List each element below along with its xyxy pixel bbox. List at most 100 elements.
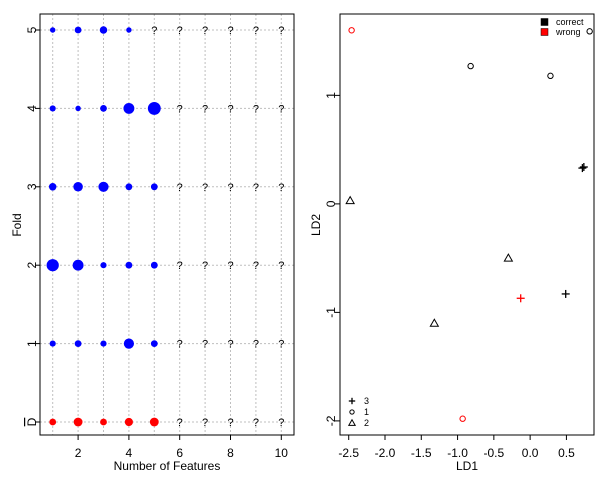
legend-wrong-swatch (540, 28, 549, 36)
fold-3-feature-8-unknown-mark: ? (227, 182, 233, 194)
fold-1-feature-7-unknown-mark: ? (202, 339, 208, 351)
right-axes: -2.5 -2.0 -1.5 -1.0 -0.5 0.0 0.5 -2 -1 0 1 (324, 92, 575, 460)
fold-3-feature-5-dot (150, 183, 158, 191)
fold-4-feature-9-unknown-mark: ? (253, 103, 259, 115)
left-marks: ??????????????????????????????? (46, 25, 284, 429)
fold-2-feature-5-dot (150, 261, 158, 269)
legend-class-3-label: 3 (364, 396, 369, 406)
fold-4-feature-5-dot (147, 101, 161, 115)
fold-D-feature-9-unknown-mark: ? (253, 417, 259, 429)
ld-point-class-1 (467, 62, 474, 70)
ld-point-class-3 (561, 289, 570, 298)
fold-2-feature-2-dot (72, 259, 84, 271)
fold-5-feature-9-unknown-mark: ? (253, 25, 259, 37)
legend-wrong-label: wrong (555, 27, 581, 37)
legend-class-2-label: 2 (364, 418, 369, 428)
legend-class-3-symbol (348, 397, 356, 405)
fold-5-feature-8-unknown-mark: ? (227, 25, 233, 37)
fold-D-feature-1-dot (49, 418, 57, 426)
left-y-tick-label: 5 (25, 26, 39, 33)
right-y-tick-label: -1 (324, 307, 338, 318)
left-axes: 2 4 6 8 10 D 1 2 3 4 5 (25, 26, 288, 460)
fold-4-feature-7-unknown-mark: ? (202, 103, 208, 115)
right-x-tick-label: 0.5 (558, 446, 575, 460)
left-x-tick-label: 10 (275, 446, 289, 460)
left-x-tick-label: 6 (176, 446, 183, 460)
fold-4-feature-4-dot (123, 102, 135, 114)
right-marks (345, 27, 593, 422)
right-x-tick-label: -1.5 (411, 446, 432, 460)
fold-D-feature-6-unknown-mark: ? (177, 417, 183, 429)
ld-point-class-2 (503, 253, 514, 262)
ld-point-class-3 (516, 294, 525, 303)
fold-2-feature-3-dot (100, 262, 107, 269)
fold-3-feature-6-unknown-mark: ? (177, 182, 183, 194)
legend-class-1-label: 1 (364, 407, 369, 417)
fold-2-feature-10-unknown-mark: ? (278, 260, 284, 272)
ld-point-class-3 (579, 162, 588, 171)
ld-point-class-1 (586, 28, 593, 35)
right-y-tick-label: 1 (324, 92, 338, 99)
left-plot-frame (39, 13, 295, 436)
fold-1-feature-2-dot (74, 340, 82, 347)
fold-4-feature-2-dot (75, 105, 81, 112)
fold-3-feature-10-unknown-mark: ? (278, 182, 284, 194)
fold-1-feature-10-unknown-mark: ? (278, 339, 284, 351)
right-x-tick-label: -1.0 (447, 446, 468, 460)
fold-D-feature-2-dot (73, 417, 83, 427)
legend-class-1-symbol (349, 409, 355, 415)
left-y-axis-title: Fold (10, 213, 24, 236)
left-x-tick-label: 8 (227, 446, 234, 460)
fold-3-feature-4-dot (125, 183, 133, 191)
legend-correct-label: correct (556, 17, 584, 27)
fold-5-feature-10-unknown-mark: ? (278, 25, 284, 37)
left-y-tick-label: 1 (25, 340, 39, 347)
ld-panel: -2.5 -2.0 -1.5 -1.0 -0.5 0.0 0.5-2-101 312corr… (309, 13, 595, 473)
fold-1-feature-3-dot (100, 340, 107, 347)
fold-1-feature-6-unknown-mark: ? (177, 339, 183, 351)
fold-D-feature-4-dot (124, 417, 133, 427)
fold-5-feature-7-unknown-mark: ? (202, 25, 208, 37)
left-y-tick-label: D (25, 417, 39, 426)
ld-point-class-2 (345, 195, 356, 205)
left-x-tick-label: 2 (75, 446, 82, 460)
legend-correct-swatch (540, 18, 549, 26)
feature-fold-panel: ??????????????????????????????? 2 4 6 8 10 D 1… (10, 13, 295, 473)
fold-1-feature-9-unknown-mark: ? (253, 339, 259, 351)
left-x-axis-title: Number of Features (114, 459, 221, 473)
fold-5-feature-2-dot (74, 26, 82, 34)
fold-4-feature-10-unknown-mark: ? (278, 103, 284, 115)
right-y-tick-label: -2 (324, 415, 338, 426)
fold-5-feature-5-unknown-mark: ? (151, 25, 157, 37)
fold-3-feature-2-dot (73, 182, 83, 192)
right-y-tick-label: 0 (324, 200, 338, 207)
fold-2-feature-9-unknown-mark: ? (253, 260, 259, 272)
fold-3-feature-3-dot (98, 181, 109, 192)
fold-5-feature-1-dot (49, 27, 56, 33)
fold-5-feature-6-unknown-mark: ? (177, 25, 183, 37)
fold-3-feature-1-dot (48, 183, 57, 191)
fold-4-feature-3-dot (100, 105, 107, 112)
fold-4-feature-8-unknown-mark: ? (227, 103, 233, 115)
left-y-tick-label: 3 (25, 183, 39, 190)
fold-D-feature-8-unknown-mark: ? (227, 417, 233, 429)
fold-4-feature-1-dot (49, 105, 56, 112)
ld-point-class-2 (429, 318, 440, 327)
fold-1-feature-1-dot (49, 340, 56, 347)
ld-point-class-3 (578, 164, 587, 173)
right-x-axis-title: LD1 (456, 459, 478, 473)
ld-point-class-1 (348, 27, 355, 34)
fold-2-feature-1-dot (46, 259, 59, 272)
legend-class-2-symbol (347, 418, 357, 426)
fold-2-feature-7-unknown-mark: ? (202, 260, 208, 272)
fold-2-feature-8-unknown-mark: ? (227, 260, 233, 272)
ld-point-class-1 (459, 415, 466, 422)
fold-3-feature-7-unknown-mark: ? (202, 182, 208, 194)
fold-D-feature-10-unknown-mark: ? (278, 417, 284, 429)
fold-1-feature-5-dot (150, 340, 158, 347)
right-x-tick-label: 0.0 (522, 446, 539, 460)
fold-D-feature-5-dot (149, 417, 159, 427)
right-x-tick-label: -0.5 (484, 446, 505, 460)
